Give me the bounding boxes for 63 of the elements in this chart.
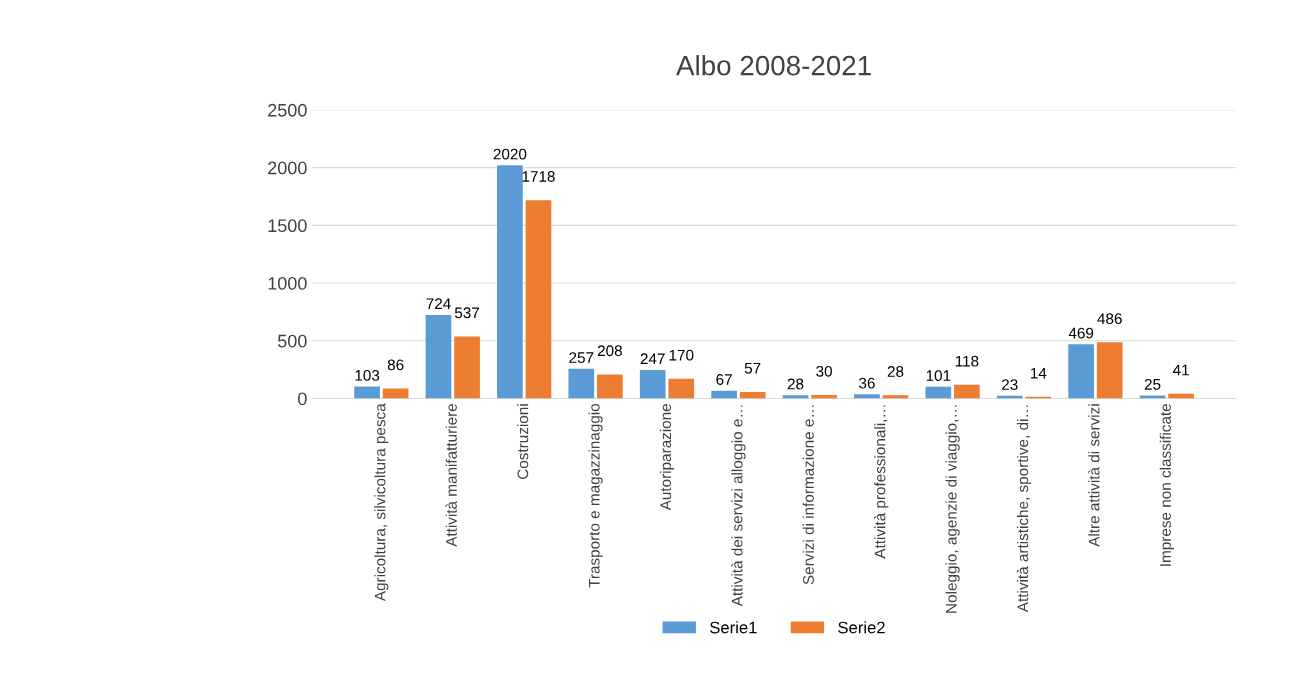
bar [354, 386, 380, 399]
x-tick-label: Agricoltura, silvicoltura pesca [374, 403, 389, 602]
bar [597, 374, 623, 399]
bar [668, 378, 695, 399]
data-label: 86 [387, 359, 404, 371]
x-tick-label: Servizi di informazione e… [802, 405, 814, 585]
legend-label: Serie2 [838, 621, 885, 634]
data-label: 469 [1068, 327, 1094, 339]
data-label: 170 [669, 349, 694, 361]
data-label: 247 [640, 353, 665, 364]
data-label: 30 [816, 365, 832, 377]
data-label: 724 [426, 298, 451, 309]
x-tick-label: Attività professionali,… [873, 405, 889, 559]
y-tick-label: 2500 [268, 103, 307, 117]
bar [525, 200, 552, 399]
x-tick-label: Trasporto e magazzinaggio [588, 403, 603, 588]
data-label: 101 [926, 370, 951, 382]
y-tick-label: 0 [298, 392, 307, 406]
y-tick-label: 500 [277, 334, 307, 348]
data-label: 25 [1144, 378, 1161, 390]
x-tick-label: Noleggio, agenzie di viaggio,… [945, 405, 960, 613]
legend-label: Serie1 [710, 621, 757, 634]
y-tick-label: 1000 [268, 276, 307, 290]
x-tick-label: Autoriparazione [659, 403, 675, 511]
data-label: 118 [955, 355, 979, 367]
data-label: 28 [787, 378, 804, 390]
x-tick-label: Attività artistiche, sportive, di… [1016, 405, 1032, 613]
y-tick-label: 2000 [268, 161, 307, 175]
x-tick-label: Imprese non classificate [1159, 403, 1174, 566]
bar [425, 314, 452, 399]
y-tick-label: 1500 [268, 219, 307, 233]
data-label: 14 [1030, 367, 1047, 379]
bar [854, 394, 880, 399]
x-tick-label: Attività dei servizi alloggio e… [731, 405, 746, 607]
data-label: 41 [1172, 364, 1189, 376]
bar [711, 390, 737, 399]
data-label: 486 [1097, 313, 1122, 325]
bar [739, 391, 766, 399]
bar [882, 395, 909, 399]
bar [639, 369, 666, 399]
data-label: 2020 [493, 148, 527, 160]
x-tick-label: Costruzioni [517, 404, 529, 479]
data-label: 23 [1002, 379, 1018, 391]
bar [925, 386, 952, 399]
bar [1096, 342, 1123, 399]
bar [782, 395, 809, 399]
data-label: 103 [355, 369, 380, 381]
data-label: 28 [887, 366, 904, 377]
data-label: 257 [569, 352, 594, 363]
data-label: 36 [859, 377, 875, 389]
bar [454, 336, 480, 399]
bar [1068, 344, 1094, 399]
x-tick-label: Altre attività di servizi [1088, 404, 1100, 547]
x-tick-label: Attività manifatturiere [445, 403, 457, 547]
data-label: 537 [454, 307, 480, 319]
bar [568, 368, 595, 399]
chart-title: Albo 2008-2021 [676, 55, 871, 76]
data-label: 1718 [522, 171, 555, 182]
bar [954, 384, 980, 399]
data-label: 67 [716, 374, 732, 385]
bar [497, 165, 523, 399]
data-label: 57 [744, 362, 761, 374]
data-label: 208 [597, 345, 622, 357]
